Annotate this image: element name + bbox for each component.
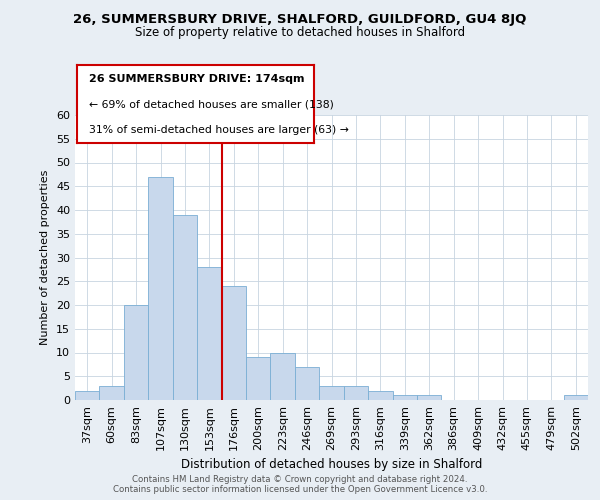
Bar (124, 305, 148, 400)
Bar (197, 267, 221, 400)
Bar (368, 390, 392, 400)
Bar (417, 395, 442, 400)
Text: 31% of semi-detached houses are larger (63) →: 31% of semi-detached houses are larger (… (89, 126, 349, 136)
Text: 26 SUMMERSBURY DRIVE: 174sqm: 26 SUMMERSBURY DRIVE: 174sqm (89, 74, 304, 85)
X-axis label: Distribution of detached houses by size in Shalford: Distribution of detached houses by size … (181, 458, 482, 471)
Bar (563, 395, 588, 400)
Bar (295, 367, 319, 400)
Bar (271, 352, 295, 400)
Bar (246, 357, 271, 400)
Bar (344, 386, 368, 400)
Bar (75, 390, 100, 400)
Bar (319, 386, 344, 400)
Bar (392, 395, 417, 400)
Text: Size of property relative to detached houses in Shalford: Size of property relative to detached ho… (135, 26, 465, 39)
Bar (221, 286, 246, 400)
Bar (173, 215, 197, 400)
Y-axis label: Number of detached properties: Number of detached properties (40, 170, 50, 345)
Text: 26, SUMMERSBURY DRIVE, SHALFORD, GUILDFORD, GU4 8JQ: 26, SUMMERSBURY DRIVE, SHALFORD, GUILDFO… (73, 12, 527, 26)
Bar (148, 177, 173, 400)
Text: Contains public sector information licensed under the Open Government Licence v3: Contains public sector information licen… (113, 485, 487, 494)
Bar (100, 386, 124, 400)
Text: Contains HM Land Registry data © Crown copyright and database right 2024.: Contains HM Land Registry data © Crown c… (132, 475, 468, 484)
Text: ← 69% of detached houses are smaller (138): ← 69% of detached houses are smaller (13… (89, 99, 334, 109)
